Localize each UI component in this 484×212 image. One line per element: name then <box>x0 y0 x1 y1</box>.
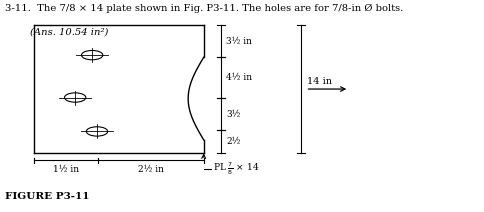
Text: 3½ in: 3½ in <box>226 37 252 46</box>
Text: 2½: 2½ <box>226 137 241 146</box>
Text: FIGURE P3-11: FIGURE P3-11 <box>5 192 89 201</box>
Text: 14 in: 14 in <box>306 77 331 86</box>
Text: 3-11.  The 7/8 × 14 plate shown in Fig. P3-11. The holes are for 7/8-in Ø bolts.: 3-11. The 7/8 × 14 plate shown in Fig. P… <box>5 4 402 13</box>
Text: 1½ in: 1½ in <box>53 165 79 174</box>
Text: 2½ in: 2½ in <box>137 165 163 174</box>
Text: 4½ in: 4½ in <box>226 73 252 82</box>
Text: PL $\frac{7}{8}$ $\times$ 14: PL $\frac{7}{8}$ $\times$ 14 <box>213 160 259 177</box>
Text: (Ans. 10.54 in²): (Ans. 10.54 in²) <box>5 28 108 36</box>
Text: 3½: 3½ <box>226 110 241 119</box>
